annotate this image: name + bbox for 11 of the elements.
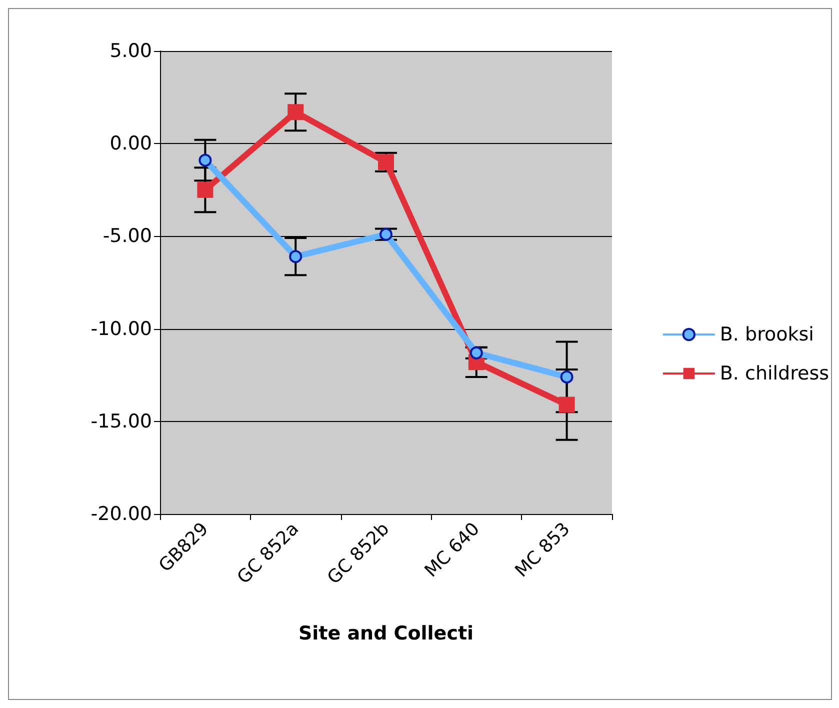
y-tick-label: -15.00 (90, 410, 152, 432)
x-tick-label: MC 640 (420, 518, 484, 582)
y-tick-label: 0.00 (110, 132, 152, 155)
y-tick-label: -20.00 (90, 503, 152, 525)
y-tick-label: -10.00 (90, 318, 152, 340)
x-axis-title: Site and Collecti (298, 622, 474, 644)
x-tick-label: MC 853 (511, 518, 574, 582)
y-tick-label: 5.00 (110, 40, 152, 62)
y-tick-label: -5.00 (102, 225, 152, 248)
legend-label: B. childress (720, 362, 830, 384)
legend-label: B. brooksi (720, 324, 814, 346)
